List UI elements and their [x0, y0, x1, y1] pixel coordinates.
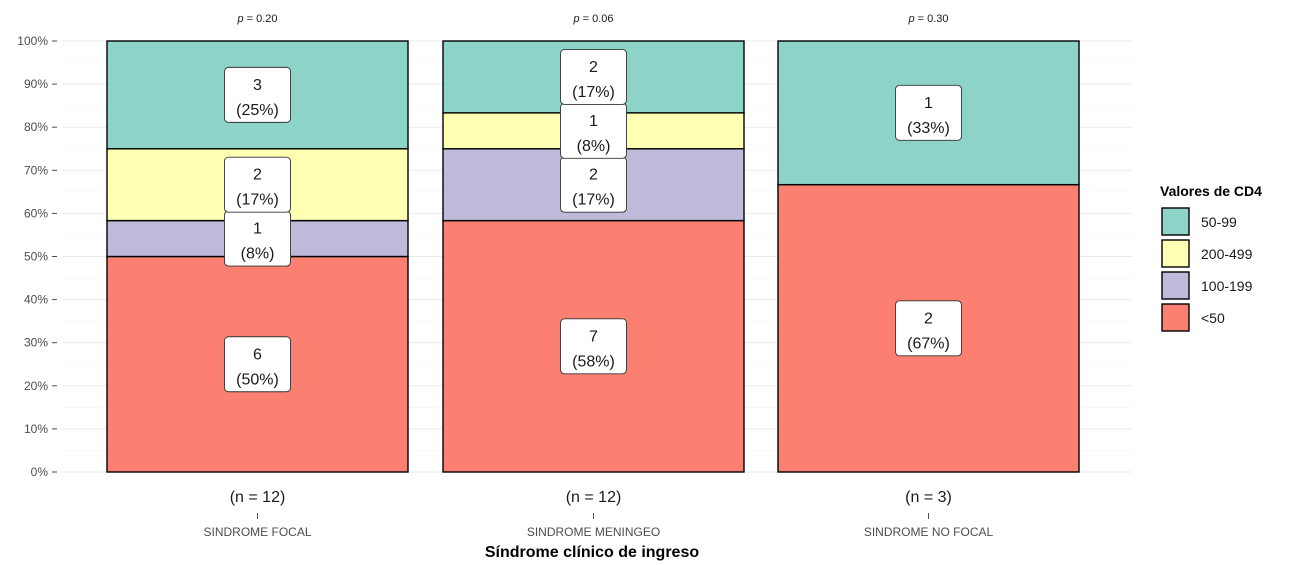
segment-percent: (25%)	[236, 102, 279, 119]
segment-label: 7 (58%)	[560, 318, 627, 375]
legend-swatch	[1161, 239, 1190, 268]
y-tick-label: 60%	[24, 206, 48, 220]
y-tick-label: 90%	[24, 77, 48, 91]
segment-count: 2	[589, 59, 598, 76]
segment-label: 2 (67%)	[895, 300, 962, 357]
y-tick-label: 10%	[24, 422, 48, 436]
segment-label: 2 (17%)	[560, 156, 627, 213]
segment-label: 2 (17%)	[224, 156, 291, 213]
segment-percent: (8%)	[577, 138, 611, 155]
segment-label-box	[895, 84, 962, 141]
segment-label-box	[560, 48, 627, 105]
x-axis-title: Síndrome clínico de ingreso	[485, 544, 699, 561]
y-tick-label: 100%	[17, 34, 48, 48]
segment-label: 1 (8%)	[560, 102, 627, 159]
segment-label-box	[895, 300, 962, 357]
legend-label: <50	[1201, 310, 1225, 326]
segment-count: 7	[589, 328, 598, 345]
segment-percent: (17%)	[572, 192, 615, 209]
segment-label: 1 (33%)	[895, 84, 962, 141]
y-tick-label: 50%	[24, 250, 48, 264]
y-tick-label: 70%	[24, 163, 48, 177]
segment-percent: (50%)	[236, 371, 279, 388]
legend-label: 100-199	[1201, 278, 1253, 294]
x-axis-categories: p = 0.20 (n = 12) SINDROME FOCAL p = 0.06 (n…	[203, 13, 993, 539]
segment-label: 2 (17%)	[560, 48, 627, 105]
y-tick-label: 20%	[24, 379, 48, 393]
segment-count: 1	[589, 113, 598, 130]
x-category-label: SINDROME MENINGEO	[527, 525, 660, 539]
segment-label-box	[224, 336, 291, 393]
segment-label: 3 (25%)	[224, 66, 291, 123]
p-value-label: p = 0.06	[572, 13, 613, 25]
segment-percent: (67%)	[907, 335, 950, 352]
segment-percent: (8%)	[241, 246, 275, 263]
y-axis: 0% 10% 20% 30% 40% 50% 60% 70% 80% 90% 100%	[17, 34, 57, 479]
legend-swatch	[1161, 303, 1190, 332]
segment-count: 2	[253, 167, 262, 184]
segment-count: 3	[253, 77, 262, 94]
segment-count: 6	[253, 346, 262, 363]
segment-label-box	[224, 66, 291, 123]
segment-label-box	[224, 156, 291, 213]
legend-swatch	[1161, 271, 1190, 300]
y-tick-label: 0%	[31, 465, 49, 479]
segment-label-box	[560, 318, 627, 375]
legend-label: 50-99	[1201, 214, 1237, 230]
y-tick-label: 80%	[24, 120, 48, 134]
x-category-label: SINDROME FOCAL	[203, 525, 311, 539]
legend: Valores de CD4 50-99 200-499 100-199 <50	[1160, 183, 1262, 332]
n-label: (n = 12)	[566, 489, 622, 506]
p-value-label: p = 0.30	[907, 13, 948, 25]
segment-labels: 6 (50%) 1 (8%) 2 (17%) 3 (25%) 7 (58%) 2 (17%) 1 (8%)…	[224, 48, 962, 393]
segment-count: 1	[924, 95, 933, 112]
legend-swatch	[1161, 207, 1190, 236]
segment-label: 6 (50%)	[224, 336, 291, 393]
segment-count: 1	[253, 221, 262, 238]
n-label: (n = 3)	[905, 489, 952, 506]
segment-count: 2	[589, 167, 598, 184]
legend-title: Valores de CD4	[1160, 183, 1262, 199]
y-tick-label: 40%	[24, 293, 48, 307]
segment-percent: (17%)	[572, 84, 615, 101]
y-tick-label: 30%	[24, 336, 48, 350]
segment-percent: (17%)	[236, 192, 279, 209]
legend-label: 200-499	[1201, 246, 1253, 262]
segment-label: 1 (8%)	[224, 210, 291, 267]
p-value-label: p = 0.20	[236, 13, 277, 25]
segment-percent: (33%)	[907, 120, 950, 137]
x-category-label: SINDROME NO FOCAL	[864, 525, 994, 539]
segment-count: 2	[924, 310, 933, 327]
n-label: (n = 12)	[230, 489, 286, 506]
segment-percent: (58%)	[572, 353, 615, 370]
